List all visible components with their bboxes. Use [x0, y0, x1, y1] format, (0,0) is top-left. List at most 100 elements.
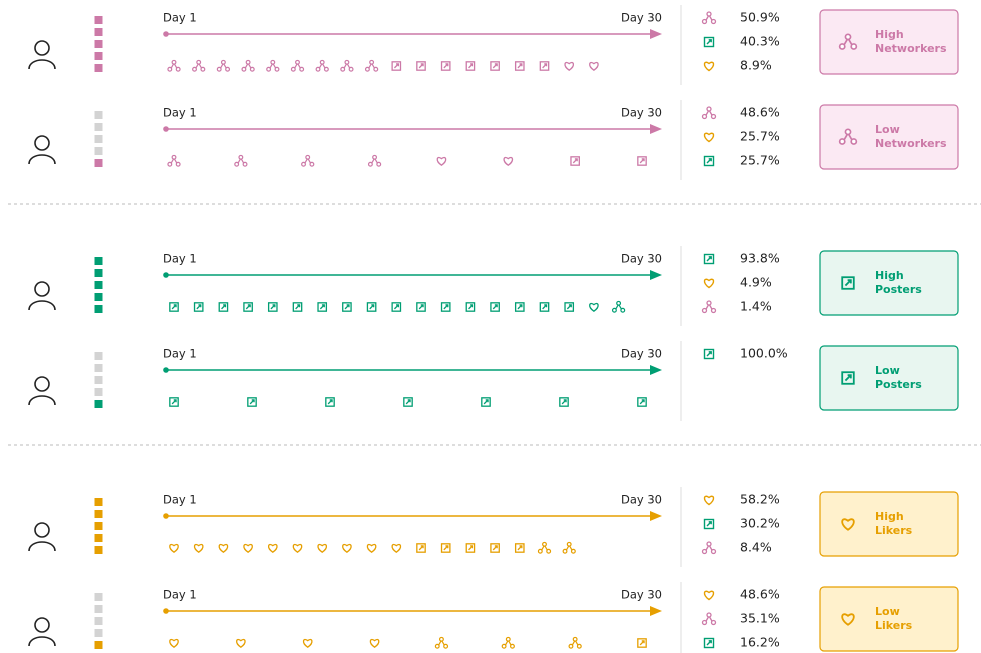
- icon: [703, 518, 715, 530]
- stat-value: 35.1%: [740, 611, 780, 626]
- activity-square: [94, 510, 103, 518]
- activity-square: [94, 123, 103, 131]
- icon: [701, 11, 717, 25]
- timeline-start: [163, 126, 169, 132]
- activity-square: [94, 305, 103, 313]
- person-icon: [28, 135, 56, 165]
- icon: [465, 543, 476, 553]
- icon: [290, 59, 305, 72]
- label-box: [819, 104, 959, 170]
- stat-value: 93.8%: [740, 251, 780, 266]
- icon: [481, 397, 491, 407]
- icon: [234, 154, 248, 167]
- person-icon: [28, 522, 56, 552]
- label-box: [819, 586, 959, 652]
- stat-value: 8.9%: [740, 58, 772, 73]
- icon: [416, 543, 426, 553]
- icon: [243, 302, 253, 312]
- icon: [434, 636, 449, 649]
- icon: [637, 156, 647, 166]
- day-start: Day 1: [163, 11, 197, 25]
- activity-square: [94, 135, 103, 143]
- icon: [301, 154, 315, 167]
- day-end: Day 30: [621, 347, 662, 361]
- icon: [490, 543, 500, 553]
- stat-value: 30.2%: [740, 516, 780, 531]
- icon: [302, 638, 313, 648]
- icon: [218, 302, 229, 312]
- timeline-start: [163, 513, 169, 519]
- timeline-start: [163, 608, 169, 614]
- icon: [637, 638, 647, 648]
- activity-square: [94, 641, 103, 649]
- icon: [366, 302, 377, 312]
- activity-square: [94, 629, 103, 637]
- activity-square: [94, 617, 103, 625]
- icon: [241, 59, 255, 72]
- label-text: High: [875, 269, 904, 282]
- activity-square: [94, 28, 103, 36]
- icon: [169, 638, 179, 648]
- person-head: [34, 40, 50, 56]
- icon: [416, 302, 426, 312]
- icon: [539, 61, 550, 71]
- icon: [267, 543, 278, 553]
- icon: [514, 302, 525, 312]
- activity-square: [94, 147, 103, 155]
- label-text: Posters: [875, 283, 922, 296]
- label-text: Posters: [875, 378, 922, 391]
- icon: [416, 61, 426, 71]
- icon: [317, 302, 328, 312]
- person-body: [28, 154, 56, 165]
- icon: [342, 302, 352, 312]
- label-text: High: [875, 510, 904, 523]
- icon: [267, 302, 278, 312]
- stat-value: 25.7%: [740, 129, 780, 144]
- icon: [703, 278, 715, 289]
- timeline-arrow: [650, 606, 662, 616]
- icon: [637, 397, 647, 407]
- icon: [589, 302, 599, 312]
- icon: [703, 132, 715, 143]
- icon: [703, 590, 715, 601]
- stat-value: 48.6%: [740, 587, 780, 602]
- person-icon: [28, 617, 56, 647]
- activity-square: [94, 281, 103, 289]
- person-body: [28, 541, 56, 552]
- person-body: [28, 636, 56, 647]
- label-text: High: [875, 28, 904, 41]
- icon: [440, 302, 451, 312]
- icon: [391, 302, 402, 312]
- day-end: Day 30: [621, 493, 662, 507]
- icon: [218, 543, 229, 553]
- label-text: Likers: [875, 524, 913, 537]
- icon: [391, 61, 402, 71]
- person-icon: [28, 376, 56, 406]
- activity-square: [94, 16, 103, 24]
- icon: [568, 636, 582, 649]
- label-text: Low: [875, 605, 900, 618]
- activity-square: [94, 111, 103, 119]
- icon: [167, 59, 181, 72]
- timeline-arrow: [650, 365, 662, 375]
- icon: [247, 397, 257, 407]
- icon: [564, 61, 575, 71]
- timeline-arrow: [650, 270, 662, 280]
- day-start: Day 1: [163, 493, 197, 507]
- stat-value: 58.2%: [740, 492, 780, 507]
- icon: [514, 543, 525, 553]
- icon: [703, 155, 715, 167]
- activity-square: [94, 522, 103, 530]
- icon: [564, 302, 575, 312]
- person-head: [34, 522, 50, 538]
- icon: [366, 543, 377, 553]
- icon: [701, 612, 717, 626]
- icon: [703, 637, 715, 649]
- icon: [292, 302, 303, 312]
- icon: [167, 154, 181, 167]
- icon: [169, 397, 179, 407]
- activity-square: [94, 534, 103, 542]
- icon: [465, 61, 476, 71]
- icon: [325, 397, 335, 407]
